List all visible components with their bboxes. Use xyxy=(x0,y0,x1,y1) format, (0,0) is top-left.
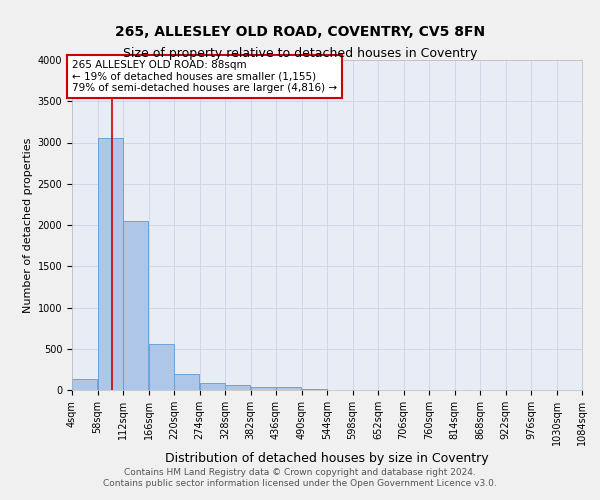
Bar xyxy=(98,138,123,390)
Bar xyxy=(302,389,327,390)
Bar xyxy=(149,344,174,390)
Bar xyxy=(225,386,250,390)
Bar xyxy=(72,380,97,390)
Bar xyxy=(251,386,276,390)
Bar xyxy=(174,374,199,390)
Bar xyxy=(123,221,148,390)
Text: 265 ALLESLEY OLD ROAD: 88sqm
← 19% of detached houses are smaller (1,155)
79% of: 265 ALLESLEY OLD ROAD: 88sqm ← 19% of de… xyxy=(72,60,337,93)
Y-axis label: Number of detached properties: Number of detached properties xyxy=(23,138,34,312)
Bar xyxy=(200,384,225,390)
Text: Size of property relative to detached houses in Coventry: Size of property relative to detached ho… xyxy=(123,48,477,60)
X-axis label: Distribution of detached houses by size in Coventry: Distribution of detached houses by size … xyxy=(165,452,489,465)
Text: Contains HM Land Registry data © Crown copyright and database right 2024.
Contai: Contains HM Land Registry data © Crown c… xyxy=(103,468,497,487)
Bar xyxy=(276,387,301,390)
Text: 265, ALLESLEY OLD ROAD, COVENTRY, CV5 8FN: 265, ALLESLEY OLD ROAD, COVENTRY, CV5 8F… xyxy=(115,25,485,39)
